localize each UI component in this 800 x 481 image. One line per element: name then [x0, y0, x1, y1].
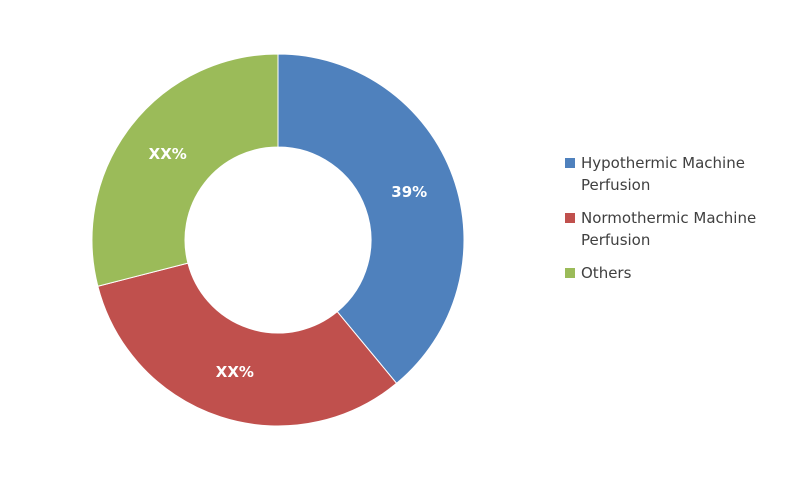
legend-swatch [565, 268, 575, 278]
legend: Hypothermic Machine Perfusion Normothermi… [565, 152, 795, 295]
donut-slice [277, 53, 465, 385]
legend-label: Normothermic Machine Perfusion [581, 209, 757, 249]
legend-label: Others [581, 264, 632, 282]
legend-item: Normothermic Machine Perfusion [565, 207, 795, 251]
donut-slice [97, 262, 398, 427]
legend-item: Hypothermic Machine Perfusion [565, 152, 795, 196]
donut-slice [91, 53, 279, 287]
slice-label: XX% [216, 363, 254, 381]
legend-item: Others [565, 262, 795, 284]
legend-label: Hypothermic Machine Perfusion [581, 154, 745, 194]
legend-swatch [565, 213, 575, 223]
slice-label: 39% [391, 183, 427, 201]
slice-label: XX% [149, 145, 187, 163]
legend-swatch [565, 158, 575, 168]
chart: 39% XX% XX% [91, 53, 465, 427]
